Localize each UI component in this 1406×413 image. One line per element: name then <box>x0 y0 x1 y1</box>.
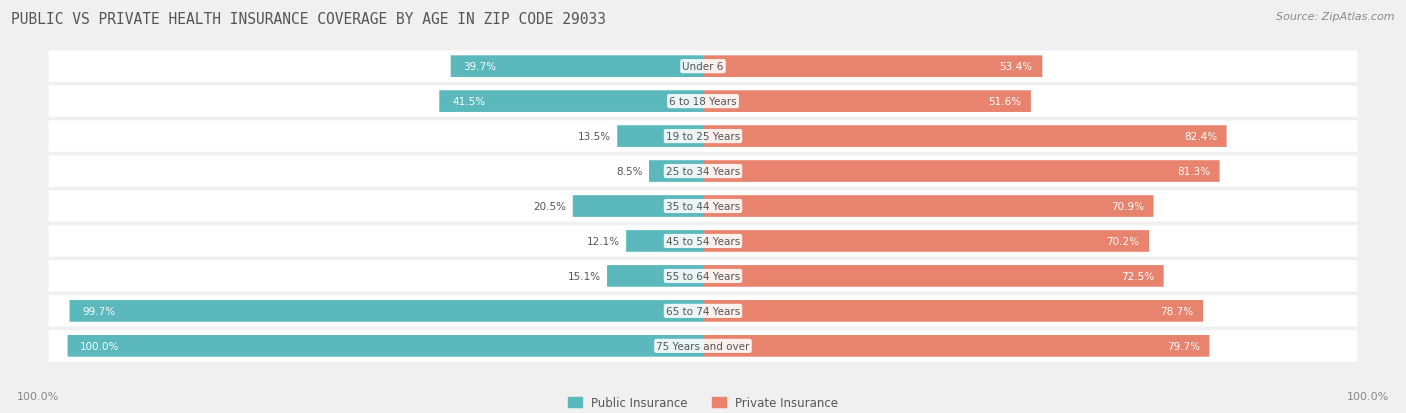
Text: 55 to 64 Years: 55 to 64 Years <box>666 271 740 281</box>
Text: 81.3%: 81.3% <box>1177 166 1211 177</box>
Text: 8.5%: 8.5% <box>616 166 643 177</box>
FancyBboxPatch shape <box>703 266 1164 287</box>
Text: 65 to 74 Years: 65 to 74 Years <box>666 306 740 316</box>
FancyBboxPatch shape <box>703 91 1031 113</box>
Text: 100.0%: 100.0% <box>1347 391 1389 401</box>
Text: 100.0%: 100.0% <box>80 341 120 351</box>
Text: 35 to 44 Years: 35 to 44 Years <box>666 202 740 211</box>
Text: 20.5%: 20.5% <box>533 202 567 211</box>
Text: 25 to 34 Years: 25 to 34 Years <box>666 166 740 177</box>
FancyBboxPatch shape <box>703 230 1149 252</box>
FancyBboxPatch shape <box>703 56 1042 78</box>
FancyBboxPatch shape <box>703 335 1209 357</box>
Text: 41.5%: 41.5% <box>451 97 485 107</box>
Text: PUBLIC VS PRIVATE HEALTH INSURANCE COVERAGE BY AGE IN ZIP CODE 29033: PUBLIC VS PRIVATE HEALTH INSURANCE COVER… <box>11 12 606 27</box>
Text: Source: ZipAtlas.com: Source: ZipAtlas.com <box>1277 12 1395 22</box>
FancyBboxPatch shape <box>650 161 703 183</box>
FancyBboxPatch shape <box>703 196 1153 217</box>
FancyBboxPatch shape <box>617 126 703 147</box>
Legend: Public Insurance, Private Insurance: Public Insurance, Private Insurance <box>564 392 842 413</box>
Text: 6 to 18 Years: 6 to 18 Years <box>669 97 737 107</box>
Text: Under 6: Under 6 <box>682 62 724 72</box>
FancyBboxPatch shape <box>703 126 1226 147</box>
Text: 70.2%: 70.2% <box>1107 236 1139 247</box>
FancyBboxPatch shape <box>49 225 1357 257</box>
Text: 53.4%: 53.4% <box>1000 62 1033 72</box>
Text: 15.1%: 15.1% <box>568 271 600 281</box>
FancyBboxPatch shape <box>703 161 1219 183</box>
Text: 51.6%: 51.6% <box>988 97 1021 107</box>
FancyBboxPatch shape <box>69 300 703 322</box>
FancyBboxPatch shape <box>626 230 703 252</box>
FancyBboxPatch shape <box>49 191 1357 222</box>
FancyBboxPatch shape <box>607 266 703 287</box>
Text: 12.1%: 12.1% <box>586 236 620 247</box>
Text: 39.7%: 39.7% <box>464 62 496 72</box>
Text: 82.4%: 82.4% <box>1184 132 1218 142</box>
FancyBboxPatch shape <box>49 51 1357 83</box>
FancyBboxPatch shape <box>49 156 1357 188</box>
Text: 70.9%: 70.9% <box>1111 202 1144 211</box>
FancyBboxPatch shape <box>67 335 703 357</box>
FancyBboxPatch shape <box>49 330 1357 362</box>
Text: 100.0%: 100.0% <box>17 391 59 401</box>
Text: 19 to 25 Years: 19 to 25 Years <box>666 132 740 142</box>
FancyBboxPatch shape <box>49 121 1357 152</box>
FancyBboxPatch shape <box>49 261 1357 292</box>
Text: 99.7%: 99.7% <box>82 306 115 316</box>
FancyBboxPatch shape <box>451 56 703 78</box>
FancyBboxPatch shape <box>439 91 703 113</box>
Text: 13.5%: 13.5% <box>578 132 610 142</box>
Text: 72.5%: 72.5% <box>1121 271 1154 281</box>
FancyBboxPatch shape <box>703 300 1204 322</box>
Text: 75 Years and over: 75 Years and over <box>657 341 749 351</box>
Text: 45 to 54 Years: 45 to 54 Years <box>666 236 740 247</box>
Text: 79.7%: 79.7% <box>1167 341 1199 351</box>
FancyBboxPatch shape <box>49 295 1357 327</box>
FancyBboxPatch shape <box>572 196 703 217</box>
FancyBboxPatch shape <box>49 86 1357 118</box>
Text: 78.7%: 78.7% <box>1160 306 1194 316</box>
